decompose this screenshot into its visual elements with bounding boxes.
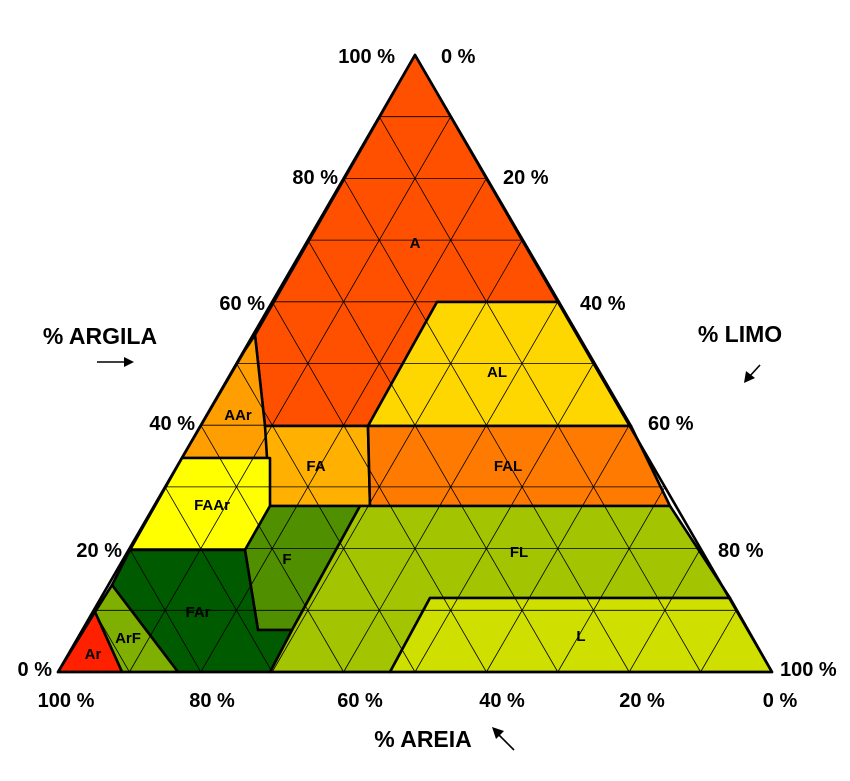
silt-tick-0: 0 % [441,46,476,68]
sand-axis-ticks: 100 % 80 % 60 % 40 % 20 % 0 % [38,690,798,712]
clay-tick-100: 100 % [338,46,395,68]
clay-tick-40: 40 % [149,413,195,435]
label-FL: FL [510,544,528,561]
clay-axis-title: % ARGILA [43,323,157,349]
silt-arrow-icon [744,364,761,383]
silt-axis-ticks: 0 % 20 % 40 % 60 % 80 % 100 % [441,46,837,681]
grid-line-clay-diagonal [164,486,273,673]
silt-tick-40: 40 % [580,293,626,315]
grid-line-clay-diagonal [307,239,559,673]
triangle-grid [93,116,737,673]
grid-line-clay-diagonal [378,116,701,673]
grid-line-silt-diagonal [200,178,487,673]
silt-tick-80: 80 % [718,540,764,562]
label-ArF: ArF [115,630,141,647]
grid-line-silt-diagonal [700,610,737,673]
clay-tick-0: 0 % [18,659,53,681]
silt-tick-20: 20 % [503,167,549,189]
grid-line-silt-diagonal [414,363,594,673]
sand-tick-0: 0 % [763,690,798,712]
sand-tick-100: 100 % [38,690,95,712]
grid-line-silt-diagonal [129,116,452,673]
class-labels: A AL AAr FA FAL FAAr F FL FAr ArF Ar L [85,235,586,663]
label-L: L [576,628,585,645]
sand-arrow-icon [492,727,515,751]
grid-line-clay-diagonal [236,363,416,673]
grid-line-clay-diagonal [343,178,630,673]
axis-titles: % ARGILA % LIMO % AREIA [43,321,782,752]
grid-line-silt-diagonal [557,486,666,673]
label-A: A [410,235,421,252]
sand-tick-40: 40 % [479,690,525,712]
label-FAr: FAr [185,604,210,621]
sand-tick-80: 80 % [189,690,235,712]
clay-tick-20: 20 % [76,540,122,562]
grid-line-clay-diagonal [93,610,130,673]
clay-tick-80: 80 % [292,167,338,189]
clay-arrow-icon [97,357,134,367]
label-AAr: AAr [224,407,252,424]
sand-tick-20: 20 % [619,690,665,712]
label-FAAr: FAAr [194,497,230,514]
clay-axis-ticks: 100 % 80 % 60 % 40 % 20 % 0 % [18,46,396,681]
label-Ar: Ar [85,646,102,663]
silt-tick-100: 100 % [780,659,837,681]
grid-line-silt-diagonal [271,239,523,673]
label-FAL: FAL [494,458,522,475]
silt-axis-title: % LIMO [698,321,782,347]
label-F: F [282,551,291,568]
silt-tick-60: 60 % [648,413,694,435]
clay-tick-60: 60 % [219,293,265,315]
region-AAr[interactable] [180,333,272,460]
texture-regions [56,53,774,674]
label-FA: FA [306,458,325,475]
sand-tick-60: 60 % [337,690,383,712]
label-AL: AL [487,364,507,381]
sand-axis-title: % AREIA [374,726,472,752]
triangle-outline [56,53,774,674]
